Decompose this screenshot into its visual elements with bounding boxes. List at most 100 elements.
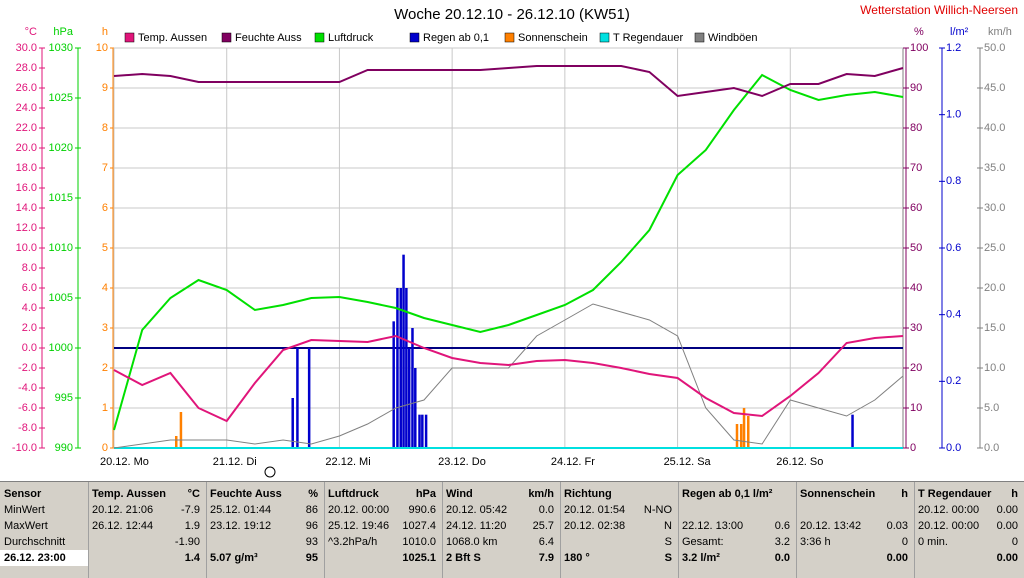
y-tick-label: 30 xyxy=(910,322,922,334)
legend-label: Sonnenschein xyxy=(518,32,588,44)
table-cell: Durchschnitt xyxy=(0,534,88,550)
axis-label: km/h xyxy=(988,26,1012,38)
table-cell: S xyxy=(560,534,678,550)
table-cell: MaxWert xyxy=(0,518,88,534)
bar xyxy=(296,348,299,448)
y-tick-label: 50.0 xyxy=(984,42,1005,54)
header-cell: Feuchte Auss% xyxy=(206,486,324,502)
cell-text: ^3.2hPa/h xyxy=(328,536,378,548)
y-tick-label: 90 xyxy=(910,82,922,94)
y-tick-label: 990 xyxy=(55,442,73,454)
table-column: Regen ab 0,1 l/m² 22.12. 13:00 0.6 Gesamt: 3… xyxy=(678,482,797,578)
table-cell: 20.12. 21:06 -7.9 xyxy=(88,502,206,518)
table-cell: 1068.0 km 6.4 xyxy=(442,534,560,550)
y-tick-label: 4.0 xyxy=(22,302,37,314)
y-tick-label: 995 xyxy=(55,392,73,404)
summary-table: Sensor MinWert MaxWert Durchschnitt 26.12. 2… xyxy=(0,481,1024,578)
cell-value: 0.00 xyxy=(886,552,908,564)
header-unit: h xyxy=(901,488,908,500)
table-cell: 26.12. 12:44 1.9 xyxy=(88,518,206,534)
cell-value: 0.00 xyxy=(996,520,1018,532)
x-tick-label: 26.12. So xyxy=(776,456,823,468)
y-tick-label: 1010 xyxy=(49,242,73,254)
row-label: MinWert xyxy=(4,504,45,516)
y-tick-label: 80 xyxy=(910,122,922,134)
table-cell: 24.12. 11:20 25.7 xyxy=(442,518,560,534)
legend-label: T Regendauer xyxy=(613,32,683,44)
cell-text: 3.2 l/m² xyxy=(682,552,720,564)
bar xyxy=(307,348,311,448)
x-tick-label: 23.12. Do xyxy=(438,456,486,468)
y-tick-label: 6 xyxy=(102,202,108,214)
y-tick-label: 50 xyxy=(910,242,922,254)
y-tick-label: 4 xyxy=(102,282,108,294)
bar xyxy=(407,348,411,448)
legend-label: Temp. Aussen xyxy=(138,32,207,44)
cell-value: -7.9 xyxy=(181,504,200,516)
table-cell: 3.2 l/m² 0.0 xyxy=(678,550,796,566)
x-tick-label: 24.12. Fr xyxy=(551,456,595,468)
y-tick-label: 30.0 xyxy=(16,42,37,54)
y-tick-label: -8.0 xyxy=(18,422,37,434)
cell-value: 0.0 xyxy=(538,504,554,516)
y-tick-label: 16.0 xyxy=(16,182,37,194)
y-tick-label: -2.0 xyxy=(18,362,37,374)
x-tick-label: 20.12. Mo xyxy=(100,456,149,468)
bar xyxy=(399,288,402,448)
y-tick-label: 18.0 xyxy=(16,162,37,174)
y-tick-label: 24.0 xyxy=(16,102,37,114)
y-tick-label: -6.0 xyxy=(18,402,37,414)
table-column: Temp. Aussen °C 20.12. 21:06 -7.9 26.12. 12:… xyxy=(88,482,207,578)
cell-value: 96 xyxy=(305,520,318,532)
axis-label: hPa xyxy=(53,26,73,38)
y-tick-label: 10.0 xyxy=(16,242,37,254)
bar xyxy=(179,412,183,448)
table-cell: 22.12. 13:00 0.6 xyxy=(678,518,796,534)
series-line xyxy=(113,334,904,423)
y-tick-label: 2 xyxy=(102,362,108,374)
y-tick-label: 20 xyxy=(910,362,922,374)
table-cell: 93 xyxy=(206,534,324,550)
series-line xyxy=(113,65,904,98)
y-tick-label: 20.0 xyxy=(16,142,37,154)
cell-value: 990.6 xyxy=(408,504,436,516)
bar xyxy=(405,288,408,448)
table-cell: 5.07 g/m³ 95 xyxy=(206,550,324,566)
y-tick-label: 1020 xyxy=(49,142,73,154)
table-cell: 25.12. 19:46 1027.4 xyxy=(324,518,442,534)
cell-text: 5.07 g/m³ xyxy=(210,552,258,564)
cell-value: 86 xyxy=(305,504,318,516)
header-cell: Sonnenschein h xyxy=(796,486,914,502)
table-cell: 0.00 xyxy=(914,550,1024,566)
bar xyxy=(411,328,414,448)
bar xyxy=(739,424,743,448)
table-column: Sonnenschein h 20.12. 13:42 0.03 3:36 h 0 0.00 xyxy=(796,482,915,578)
table-column: Wind km/h 20.12. 05:42 0.0 24.12. 11:20 25.7 1… xyxy=(442,482,561,578)
table-cell: MinWert xyxy=(0,502,88,518)
y-tick-label: 0.8 xyxy=(946,175,961,187)
y-tick-label: 0.0 xyxy=(946,442,961,454)
header-cell: Temp. Aussen °C xyxy=(88,486,206,502)
cell-text: 22.12. 13:00 xyxy=(682,520,744,532)
y-tick-label: 40.0 xyxy=(984,122,1005,134)
y-tick-label: 26.0 xyxy=(16,82,37,94)
cell-text: 180 ° xyxy=(564,552,590,564)
y-tick-label: 7 xyxy=(102,162,108,174)
cell-text: 20.12. 02:38 xyxy=(564,520,626,532)
cell-value: 1.4 xyxy=(184,552,200,564)
y-tick-label: 10 xyxy=(910,402,922,414)
axis-label: l/m² xyxy=(950,26,969,38)
cell-value: 1.9 xyxy=(184,520,200,532)
table-cell: 20.12. 13:42 0.03 xyxy=(796,518,914,534)
y-tick-label: 1030 xyxy=(49,42,73,54)
bar xyxy=(402,254,405,448)
y-tick-label: 0.0 xyxy=(22,342,37,354)
y-tick-label: 5 xyxy=(102,242,108,254)
cell-value: S xyxy=(664,552,672,564)
y-tick-label: 0.0 xyxy=(984,442,999,454)
legend-label: Luftdruck xyxy=(328,32,374,44)
cell-text: 20.12. 00:00 xyxy=(918,520,980,532)
legend-swatch xyxy=(314,32,325,43)
y-tick-label: 15.0 xyxy=(984,322,1005,334)
cell-text: 23.12. 19:12 xyxy=(210,520,272,532)
